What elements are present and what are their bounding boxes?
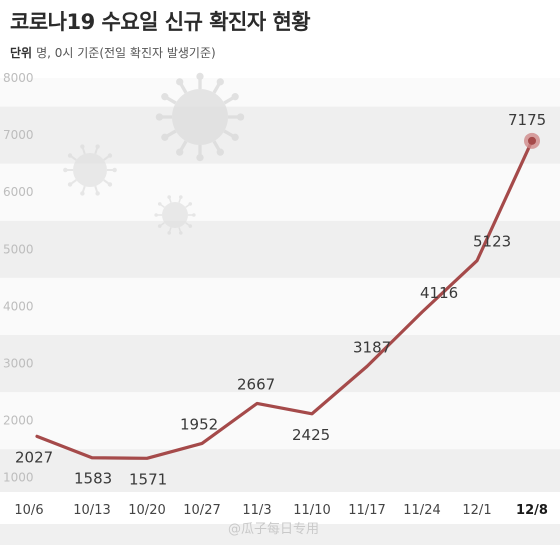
grid-band	[0, 78, 560, 107]
data-labels: 2027 1583 1571 1952 2667 2425 3187 4116 5123 7175	[15, 111, 546, 488]
data-label: 1571	[129, 470, 167, 488]
grid-band	[0, 277, 560, 335]
virus-icon	[63, 144, 117, 196]
y-axis: 1000 2000 3000 4000 5000 6000 7000 8000	[3, 71, 34, 485]
x-tick-label: 11/17	[348, 503, 385, 518]
unit-text: 명, 0시 기준(전일 확진자 발생기준)	[36, 46, 216, 60]
x-tick-label: 10/13	[73, 503, 110, 518]
virus-illustration	[63, 72, 245, 235]
x-tick-label: 10/20	[128, 503, 165, 518]
data-points	[524, 132, 540, 149]
unit-note: 단위 명, 0시 기준(전일 확진자 발생기준)	[10, 44, 216, 61]
series-line	[35, 139, 534, 460]
x-axis: 10/6 10/13 10/20 10/27 11/3 11/10 11/17 11/24 12…	[14, 503, 548, 518]
series-line-path	[35, 139, 534, 460]
grid-bands	[0, 78, 560, 492]
chart-title: 코로나19 수요일 신규 확진자 현황	[10, 10, 311, 34]
data-label: 2027	[15, 448, 53, 466]
y-tick-label: 8000	[3, 71, 34, 85]
x-tick-label: 11/24	[403, 503, 440, 518]
y-tick-label: 7000	[3, 128, 34, 142]
x-tick-label: 11/3	[242, 503, 271, 518]
x-tick-label: 10/6	[14, 503, 43, 518]
y-tick-label: 5000	[3, 242, 34, 256]
x-tick-label: 10/27	[183, 503, 220, 518]
watermark: @瓜子每日专用	[228, 522, 320, 537]
x-tick-label: 11/10	[293, 503, 330, 518]
y-tick-label: 6000	[3, 185, 34, 199]
x-tick-label: 12/1	[462, 503, 491, 518]
unit-label: 단위	[10, 46, 33, 60]
data-point-highlight	[528, 136, 536, 145]
data-label: 5123	[473, 233, 511, 251]
virus-icon	[155, 72, 245, 162]
virus-icon	[154, 195, 196, 235]
data-label: 4116	[420, 284, 458, 302]
y-tick-label: 2000	[3, 414, 34, 428]
footer-bar	[0, 524, 560, 545]
data-label: 3187	[353, 338, 391, 356]
grid-band	[0, 392, 560, 450]
y-tick-label: 3000	[3, 357, 34, 371]
data-label: 1583	[74, 470, 112, 488]
data-label: 1952	[180, 415, 218, 433]
y-tick-label: 1000	[3, 471, 34, 485]
y-tick-label: 4000	[3, 299, 34, 313]
x-tick-label: 12/8	[516, 503, 548, 518]
data-label: 2425	[292, 426, 330, 444]
grid-band	[0, 334, 560, 393]
data-label: 2667	[237, 375, 275, 393]
data-label: 7175	[508, 111, 546, 129]
